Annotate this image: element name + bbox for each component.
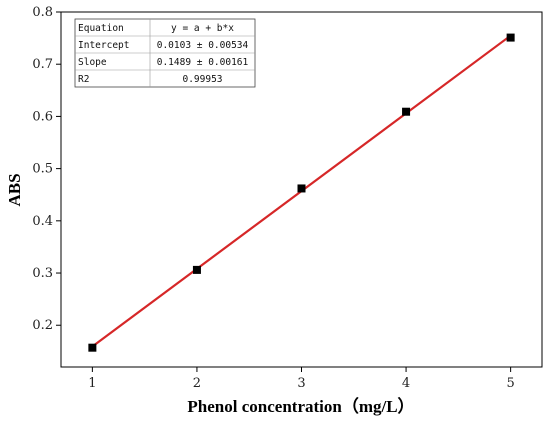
x-tick-label: 4 [402,376,410,391]
fit-table-label: Intercept [78,40,129,51]
y-tick-label: 0.2 [32,318,53,333]
y-tick-label: 0.4 [32,214,53,229]
data-points [88,33,515,352]
x-axis-title: Phenol concentration（mg/L） [187,396,414,416]
y-tick-label: 0.5 [32,162,53,177]
y-tick-label: 0.8 [32,5,53,20]
fit-parameters-table: Equation y = a + b*x Intercept 0.0103 ± 0.0… [74,18,256,88]
y-tick-label: 0.6 [32,109,53,124]
data-point [192,265,201,274]
fit-table-value: y = a + b*x [171,23,234,34]
fit-table-label: Slope [78,57,107,68]
fit-table-value: 0.1489 ± 0.00161 [157,57,249,68]
fit-table-label: Equation [78,23,124,34]
y-tick-label: 0.7 [32,57,53,72]
x-tick-label: 2 [193,376,201,391]
x-tick-label: 3 [297,376,305,391]
x-tick-label: 5 [506,376,514,391]
data-point [506,33,515,42]
y-tick-label: 0.3 [32,266,53,281]
data-point [297,184,306,193]
fit-table-value: 0.99953 [182,74,222,85]
fit-table-value: 0.0103 ± 0.00534 [157,40,249,51]
fit-table-label: R2 [78,74,89,85]
x-tick-label: 1 [88,376,96,391]
y-axis-title: ABS [5,173,24,206]
data-point [88,343,97,352]
y-axis: 0.2 0.3 0.4 0.5 0.6 0.7 0.8 [32,5,61,333]
data-point [402,107,411,116]
x-axis: 1 2 3 4 5 [88,367,515,391]
